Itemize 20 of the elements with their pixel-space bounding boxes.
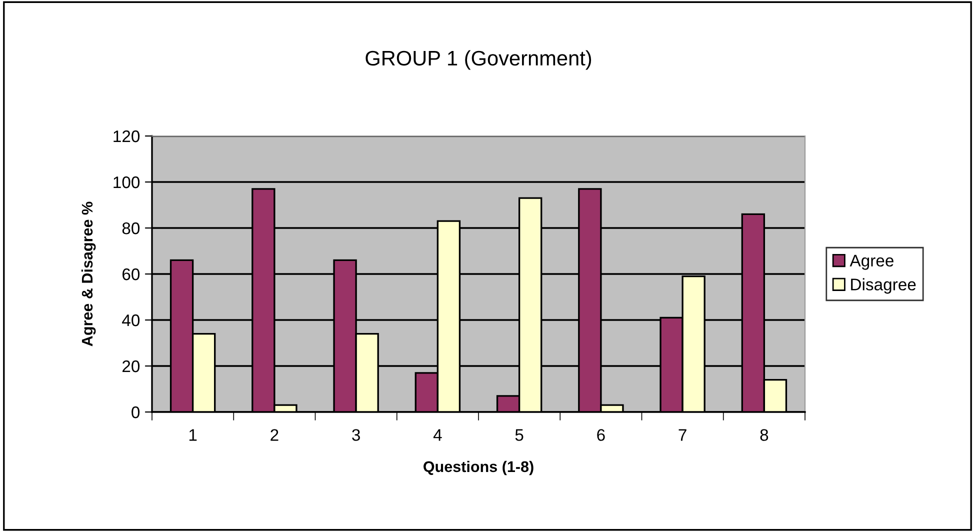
x-tick-label: 4 [433, 429, 442, 441]
y-tick-label: 120 [114, 130, 140, 142]
y-tick-label: 60 [122, 268, 140, 280]
y-axis-title: Agree & Disagree % [81, 202, 96, 346]
x-axis-title: Questions (1-8) [424, 460, 534, 476]
x-tick-label: 1 [189, 429, 197, 441]
y-tick-label: 40 [122, 314, 140, 326]
x-tick-label: 8 [760, 429, 768, 441]
legend-label: Disagree [851, 278, 916, 294]
y-tick-label: 80 [122, 222, 140, 234]
x-tick-label: 5 [515, 429, 524, 441]
x-tick-label: 2 [270, 429, 278, 441]
y-tick-label: 100 [114, 176, 140, 188]
x-tick-label: 7 [678, 429, 686, 441]
y-tick-label: 20 [122, 360, 140, 372]
x-tick-label: 3 [352, 429, 360, 441]
legend-label: Agree [850, 254, 894, 270]
x-tick-label: 6 [597, 429, 605, 441]
y-tick-label: 0 [132, 406, 140, 418]
chart-title: GROUP 1 (Government) [366, 50, 592, 70]
